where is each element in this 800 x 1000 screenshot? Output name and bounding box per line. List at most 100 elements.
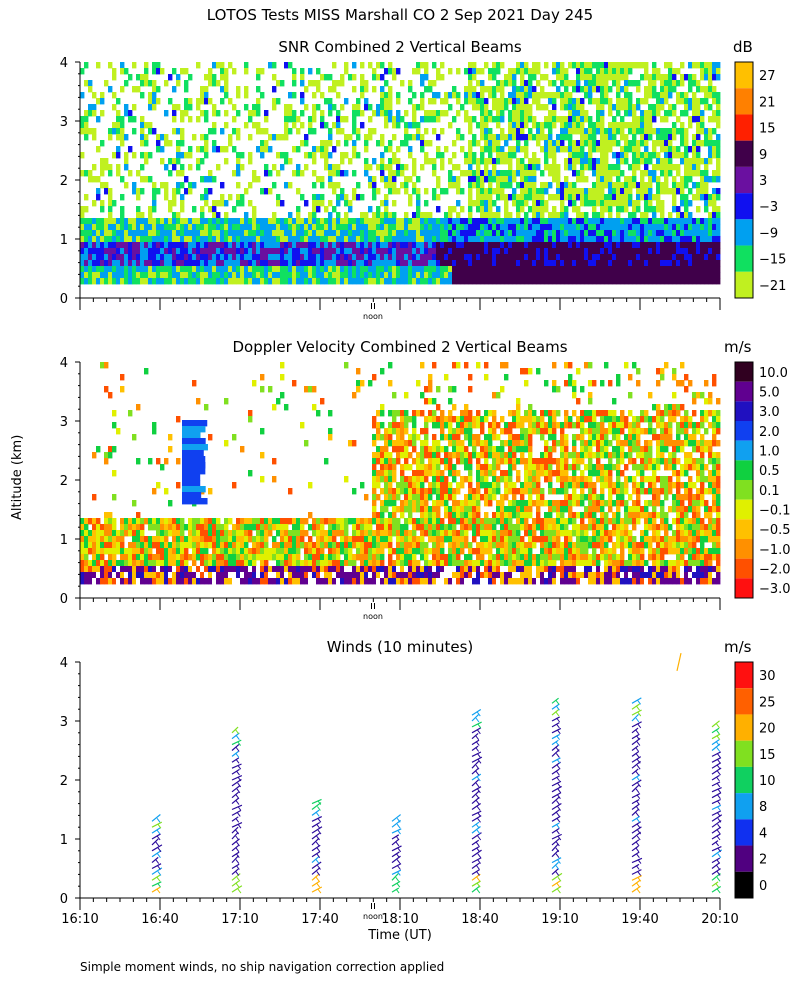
snr-cell	[208, 188, 213, 195]
snr-cell	[672, 260, 677, 267]
snr-cell	[604, 68, 609, 75]
snr-cell	[648, 206, 653, 213]
snr-cell	[416, 68, 421, 75]
snr-cell	[492, 230, 497, 237]
snr-cell	[296, 272, 301, 279]
velocity-cell	[376, 446, 381, 453]
snr-cell	[564, 194, 569, 201]
snr-cell	[436, 218, 441, 225]
snr-cell	[548, 152, 553, 159]
snr-cell	[636, 104, 641, 111]
snr-cell	[260, 128, 265, 135]
snr-cell	[652, 236, 657, 243]
snr-cell	[668, 92, 673, 99]
snr-cell	[624, 104, 629, 111]
velocity-cell	[364, 530, 369, 537]
velocity-cell	[372, 542, 377, 549]
snr-cell	[340, 266, 345, 273]
snr-cell	[564, 260, 569, 267]
velocity-cell	[376, 530, 381, 537]
snr-cell	[108, 62, 113, 69]
snr-cell	[560, 140, 565, 147]
snr-cell	[124, 218, 129, 225]
snr-cell	[132, 104, 137, 111]
snr-cell	[492, 260, 497, 267]
snr-cell	[436, 206, 441, 213]
velocity-cell	[100, 572, 105, 579]
snr-cell	[616, 248, 621, 255]
snr-cell	[292, 230, 297, 237]
snr-cell	[292, 146, 297, 153]
velocity-cell	[176, 536, 181, 543]
velocity-cell	[160, 524, 165, 531]
snr-cell	[336, 110, 341, 117]
snr-cell	[492, 218, 497, 225]
snr-cell	[432, 236, 437, 243]
velocity-cell	[84, 554, 89, 561]
velocity-cell	[184, 554, 189, 561]
velocity-cell	[236, 530, 241, 537]
velocity-cell	[104, 512, 109, 519]
snr-cell	[276, 80, 281, 87]
snr-cell	[576, 248, 581, 255]
snr-cell	[148, 176, 153, 183]
snr-cell	[684, 182, 689, 189]
snr-cell	[516, 260, 521, 267]
velocity-cell	[388, 380, 393, 387]
snr-cell	[656, 176, 661, 183]
snr-cell	[616, 176, 621, 183]
snr-cell	[176, 272, 181, 279]
snr-cell	[592, 182, 597, 189]
snr-cell	[672, 176, 677, 183]
snr-cell	[216, 218, 221, 225]
velocity-cell	[136, 542, 141, 549]
snr-cell	[688, 158, 693, 165]
velocity-cell	[388, 362, 393, 369]
snr-cell	[560, 194, 565, 201]
snr-cell	[516, 122, 521, 129]
velocity-cell	[380, 542, 385, 549]
snr-cell	[104, 224, 109, 231]
snr-cell	[644, 146, 649, 153]
snr-cell	[532, 200, 537, 207]
snr-cell	[524, 152, 529, 159]
snr-cell	[176, 128, 181, 135]
snr-cell	[420, 98, 425, 105]
snr-cell	[664, 242, 669, 249]
snr-cell	[548, 80, 553, 87]
velocity-cell	[344, 362, 349, 369]
snr-cell	[692, 272, 697, 279]
snr-cell	[600, 140, 605, 147]
snr-cell	[236, 164, 241, 171]
snr-cell	[528, 110, 533, 117]
snr-cell	[484, 86, 489, 93]
velocity-cell	[360, 542, 365, 549]
snr-cell	[552, 152, 557, 159]
snr-cell	[576, 224, 581, 231]
snr-cell	[656, 242, 661, 249]
velocity-cell	[236, 542, 241, 549]
velocity-cell	[184, 566, 189, 573]
snr-cell	[488, 68, 493, 75]
velocity-cell	[336, 572, 341, 579]
velocity-cell	[100, 524, 105, 531]
snr-cell	[608, 230, 613, 237]
snr-cell	[88, 254, 93, 261]
velocity-cell	[212, 578, 217, 585]
snr-cell	[524, 194, 529, 201]
velocity-cell	[364, 560, 369, 567]
velocity-cell	[184, 572, 189, 579]
snr-cell	[592, 74, 597, 81]
velocity-cell	[204, 524, 209, 531]
velocity-cell	[372, 572, 377, 579]
snr-cell	[496, 158, 501, 165]
snr-cell	[540, 260, 545, 267]
snr-cell	[228, 98, 233, 105]
snr-cell	[664, 260, 669, 267]
snr-cell	[672, 194, 677, 201]
snr-cell	[688, 260, 693, 267]
snr-cell	[532, 74, 537, 81]
velocity-cell	[340, 572, 345, 579]
snr-unit: dB	[733, 38, 753, 56]
